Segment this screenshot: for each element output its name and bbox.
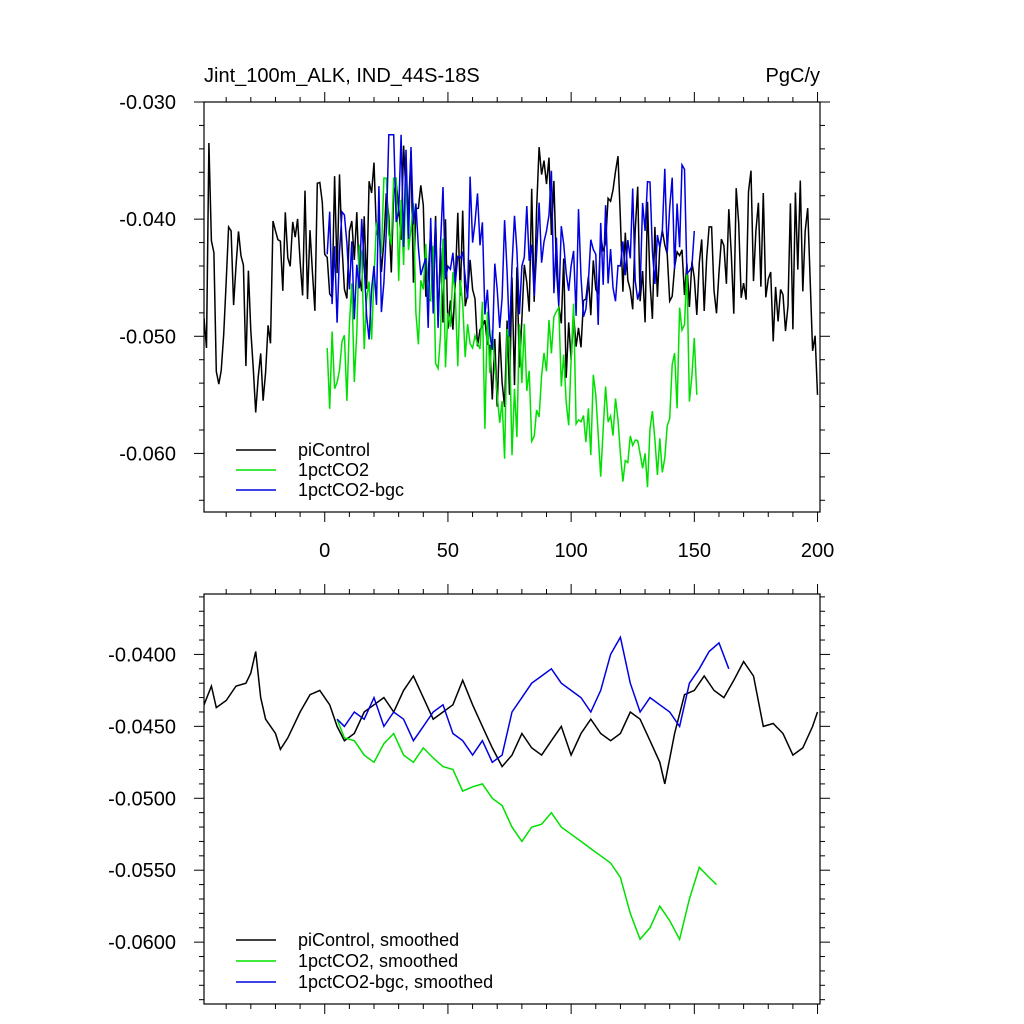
x-tick-label: 50	[437, 540, 459, 562]
y-tick-label: -0.0600	[108, 932, 176, 954]
series-line-picontrol-smoothed	[204, 651, 819, 785]
series-line-1pctco2-bgc	[326, 134, 696, 350]
y-tick-label: -0.0550	[108, 860, 176, 882]
legend-label: 1pctCO2	[298, 460, 369, 480]
legend-label: 1pctCO2-bgc, smoothed	[298, 972, 493, 992]
y-tick-label: -0.040	[119, 209, 176, 231]
legend-label: piControl, smoothed	[298, 930, 459, 950]
y-tick-label: -0.030	[119, 92, 176, 114]
plot-frame	[203, 593, 821, 1005]
chart-title: Jint_100m_ALK, IND_44S-18S	[204, 65, 480, 87]
legend-label: 1pctCO2-bgc	[298, 480, 404, 500]
y-tick-label: -0.060	[119, 443, 176, 465]
y-tick-label: -0.0500	[108, 788, 176, 810]
legend-label: piControl	[298, 440, 370, 460]
plot-frame	[203, 101, 821, 513]
x-tick-label: 100	[554, 540, 587, 562]
units-label: PgC/y	[766, 65, 820, 87]
x-tick-label: 150	[678, 540, 711, 562]
x-tick-label: 200	[801, 540, 834, 562]
series-line-1pctco2-smoothed	[336, 718, 718, 942]
y-tick-label: -0.050	[119, 326, 176, 348]
legend-label: 1pctCO2, smoothed	[298, 951, 458, 971]
series-line-1pctco2	[326, 177, 698, 488]
series-line-1pctco2-bgc-smoothed	[336, 635, 730, 764]
top-panel: 0 50 100 150 200 -0.060 -0.050 -0.040 -0.030 Jint…	[119, 65, 834, 562]
plot-area	[204, 134, 819, 488]
plot-area	[204, 635, 819, 942]
bottom-panel: -0.0600 -0.0550 -0.0500 -0.0450 -0.0400 piCon…	[108, 584, 830, 1014]
y-tick-label: -0.0450	[108, 716, 176, 738]
x-tick-label: 0	[319, 540, 330, 562]
y-tick-label: -0.0400	[108, 644, 176, 666]
series-line-picontrol	[204, 142, 819, 413]
